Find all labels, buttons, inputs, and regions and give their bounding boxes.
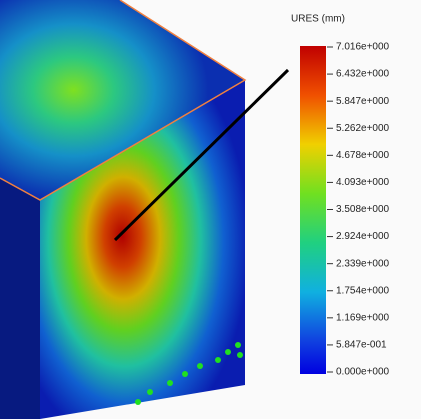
viewport: URES (mm) 7.016e+000 6.432e+000 5.847e+000…: [0, 0, 421, 419]
legend-label: 6.432e+000: [336, 69, 390, 80]
legend-label: 7.016e+000: [336, 42, 390, 53]
legend-label: 5.847e-001: [336, 340, 387, 351]
colorbar: [300, 46, 326, 374]
legend-label: 1.754e+000: [336, 285, 390, 296]
legend-label: 0.000e+000: [336, 367, 390, 378]
legend-label: 4.093e+000: [336, 177, 390, 188]
legend-label: 2.924e+000: [336, 231, 390, 242]
legend-label: 3.508e+000: [336, 204, 390, 215]
legend-label: 5.847e+000: [336, 96, 390, 107]
legend-title: URES (mm): [291, 14, 345, 25]
legend-label: 2.339e+000: [336, 258, 390, 269]
left-face: [0, 178, 40, 419]
legend-label: 1.169e+000: [336, 312, 390, 323]
legend-label: 5.262e+000: [336, 123, 390, 134]
legend-label: 4.678e+000: [336, 150, 390, 161]
